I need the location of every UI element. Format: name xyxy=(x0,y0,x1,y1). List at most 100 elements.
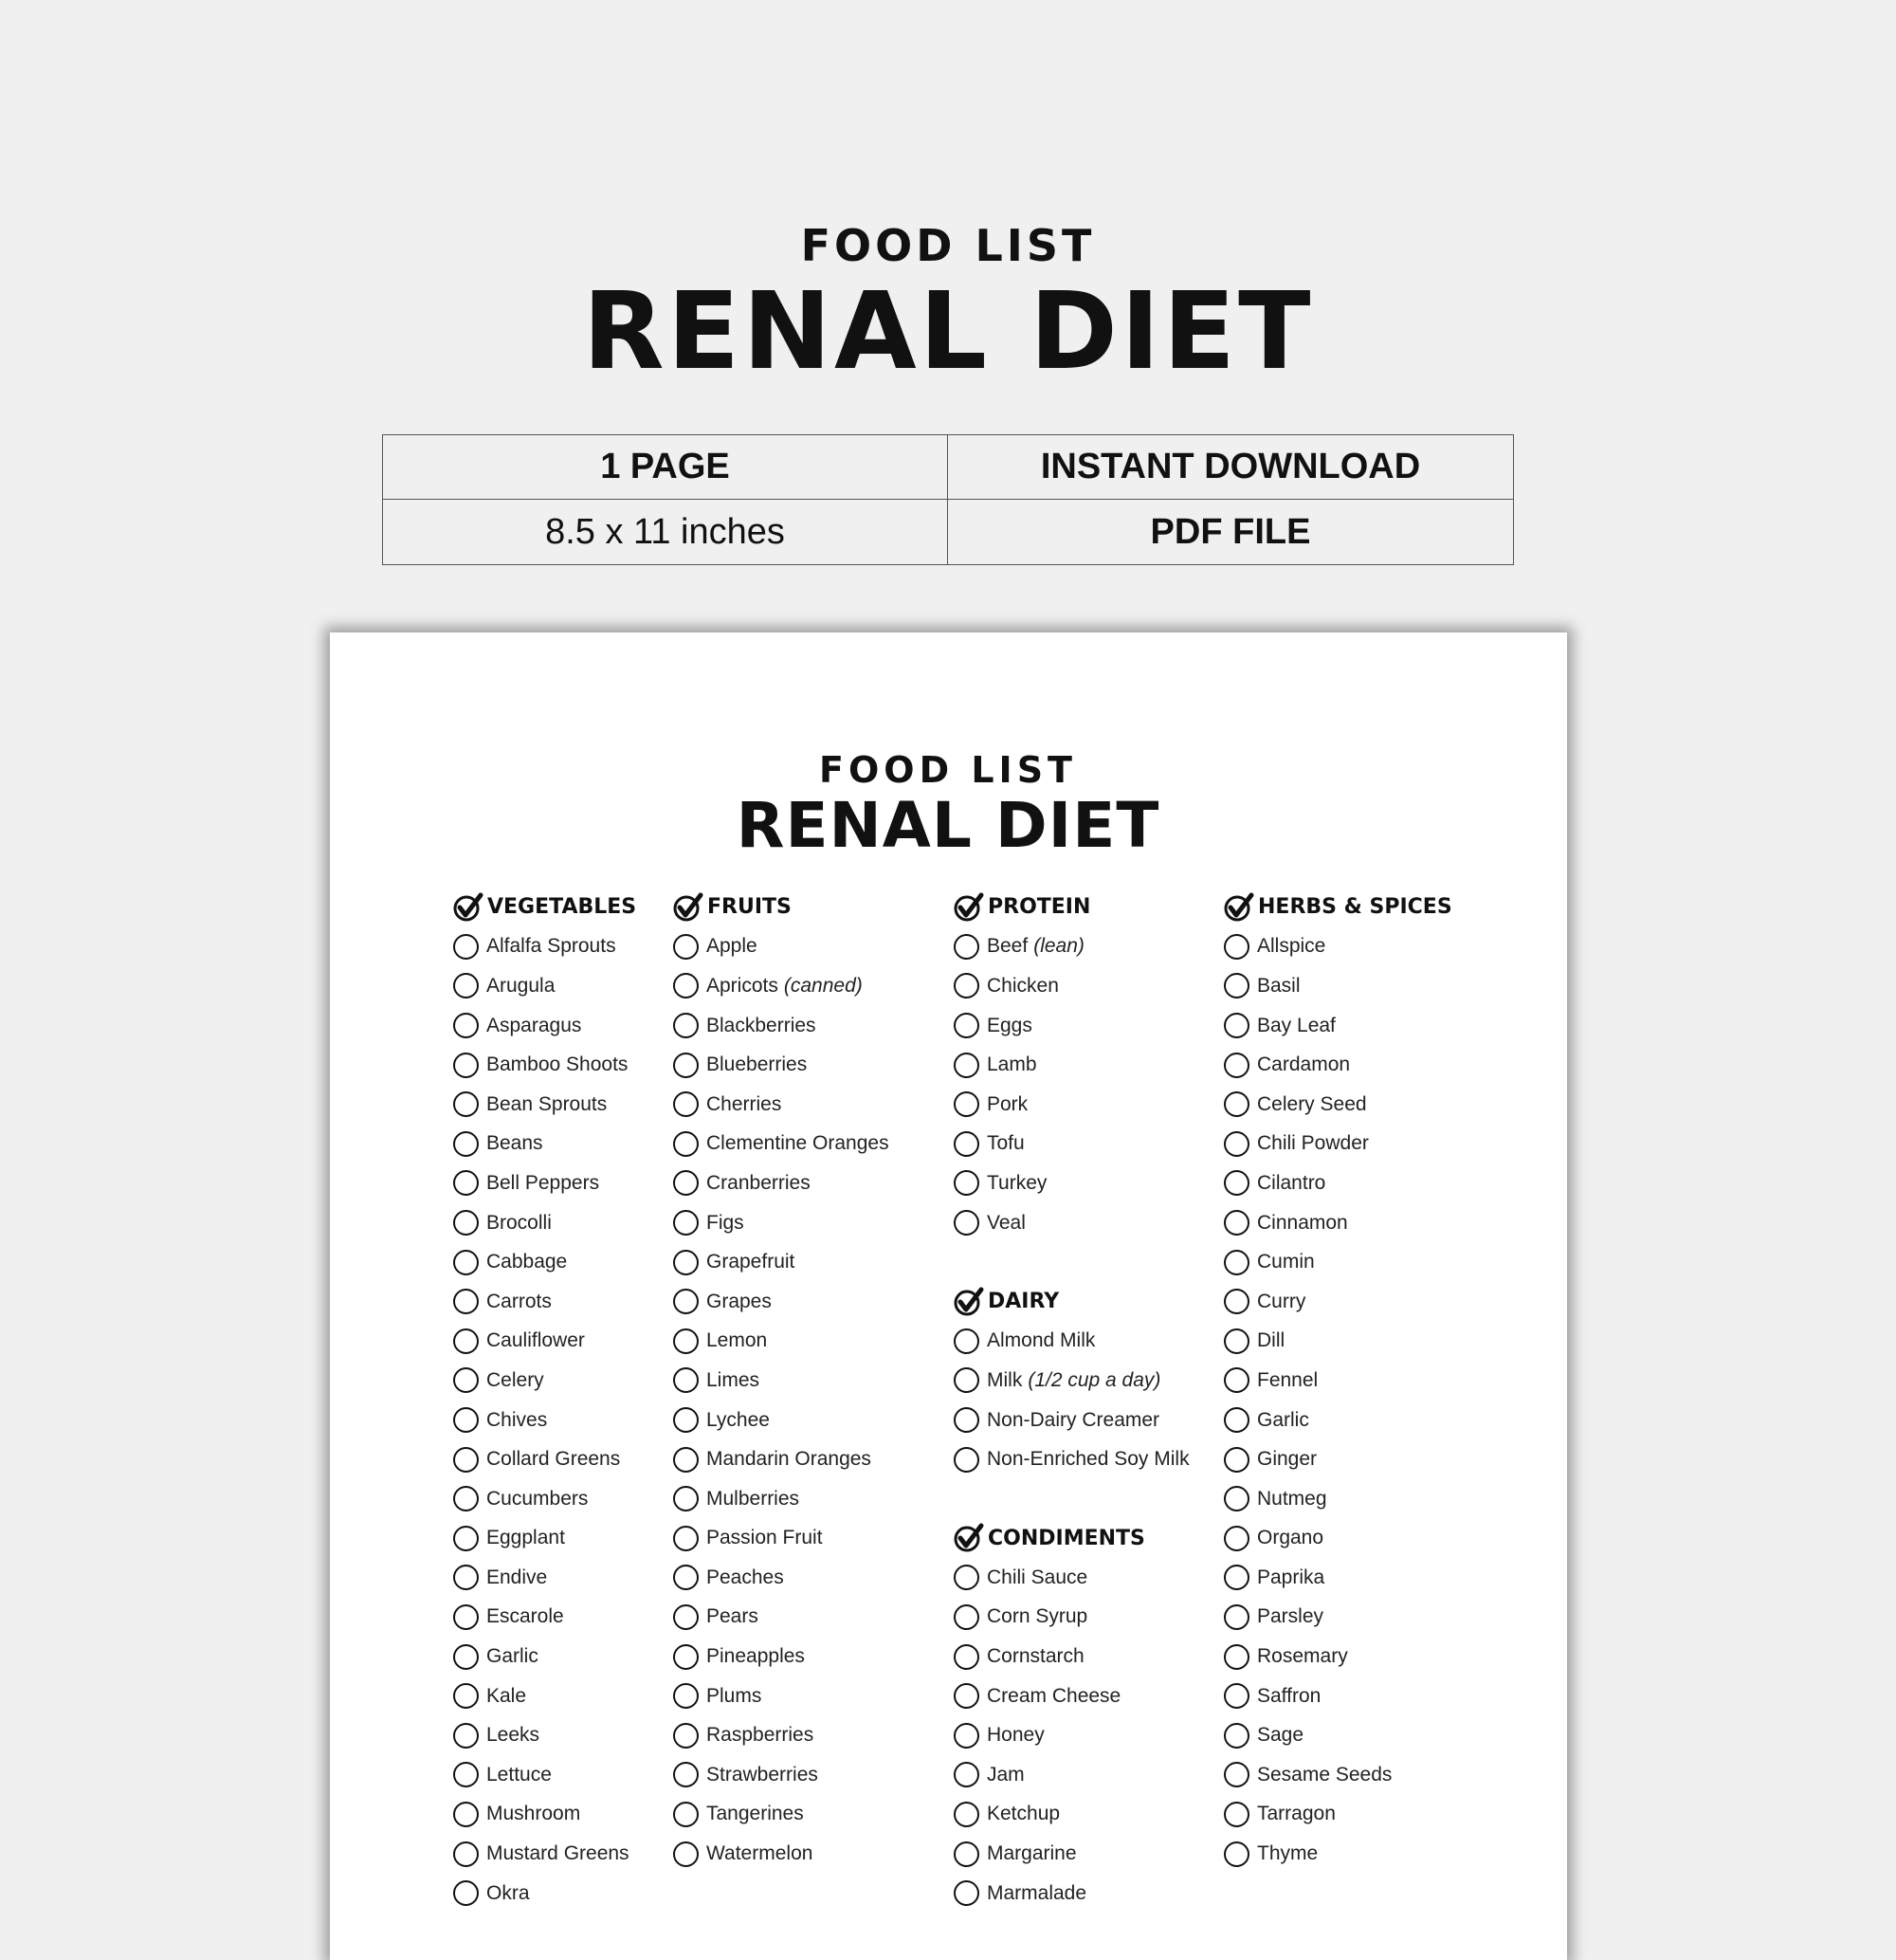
list-item[interactable]: Cardamon xyxy=(1224,1045,1452,1085)
checkbox-circle[interactable] xyxy=(954,1367,979,1394)
checkbox-circle[interactable] xyxy=(453,1801,479,1827)
checkbox-circle[interactable] xyxy=(453,1091,479,1118)
checkbox-circle[interactable] xyxy=(453,973,479,999)
list-item[interactable]: Paprika xyxy=(1224,1558,1452,1598)
list-item[interactable]: Chili Powder xyxy=(1224,1125,1452,1164)
checkbox-circle[interactable] xyxy=(954,1565,979,1591)
list-item[interactable]: Chives xyxy=(453,1401,636,1440)
checkbox-circle[interactable] xyxy=(954,1013,979,1039)
list-item[interactable]: Grapefruit xyxy=(673,1242,889,1282)
list-item[interactable]: Beans xyxy=(453,1125,636,1164)
checkbox-circle[interactable] xyxy=(453,1170,479,1197)
list-item[interactable]: Milk (1/2 cup a day) xyxy=(954,1361,1190,1401)
list-item[interactable]: Strawberries xyxy=(673,1755,889,1795)
checkbox-circle[interactable] xyxy=(1224,1013,1249,1039)
list-item[interactable]: Organo xyxy=(1224,1519,1452,1559)
list-item[interactable]: Beef (lean) xyxy=(954,927,1190,967)
list-item[interactable]: Jam xyxy=(954,1755,1190,1795)
list-item[interactable]: Tarragon xyxy=(1224,1795,1452,1835)
checkbox-circle[interactable] xyxy=(1224,1130,1249,1157)
checkbox-circle[interactable] xyxy=(673,1328,699,1354)
list-item[interactable]: Ketchup xyxy=(954,1795,1190,1835)
checkbox-circle[interactable] xyxy=(673,1091,699,1118)
checkbox-circle[interactable] xyxy=(954,1130,979,1157)
list-item[interactable]: Cornstarch xyxy=(954,1637,1190,1676)
checkbox-circle[interactable] xyxy=(673,1170,699,1197)
list-item[interactable]: Apricots (canned) xyxy=(673,966,889,1006)
checkbox-circle[interactable] xyxy=(954,933,979,960)
list-item[interactable]: Almond Milk xyxy=(954,1322,1190,1362)
checkbox-circle[interactable] xyxy=(453,1525,479,1551)
list-item[interactable]: Sesame Seeds xyxy=(1224,1755,1452,1795)
list-item[interactable]: Turkey xyxy=(954,1163,1190,1203)
list-item[interactable]: Allspice xyxy=(1224,927,1452,967)
list-item[interactable]: Watermelon xyxy=(673,1834,889,1874)
checkbox-circle[interactable] xyxy=(453,1407,479,1434)
list-item[interactable]: Non-Enriched Soy Milk xyxy=(954,1439,1190,1479)
list-item[interactable]: Pears xyxy=(673,1598,889,1638)
checkbox-circle[interactable] xyxy=(453,933,479,960)
checkbox-circle[interactable] xyxy=(954,1170,979,1197)
list-item[interactable]: Brocolli xyxy=(453,1203,636,1243)
list-item[interactable]: Celery xyxy=(453,1361,636,1401)
list-item[interactable]: Tofu xyxy=(954,1125,1190,1164)
checkbox-circle[interactable] xyxy=(1224,1486,1249,1512)
list-item[interactable]: Lychee xyxy=(673,1401,889,1440)
list-item[interactable]: Grapes xyxy=(673,1282,889,1322)
checkbox-circle[interactable] xyxy=(1224,1210,1249,1236)
list-item[interactable]: Nutmeg xyxy=(1224,1479,1452,1519)
list-item[interactable]: Pork xyxy=(954,1085,1190,1125)
checkbox-circle[interactable] xyxy=(1224,1328,1249,1354)
checkbox-circle[interactable] xyxy=(954,1722,979,1749)
list-item[interactable]: Bamboo Shoots xyxy=(453,1045,636,1085)
checkbox-circle[interactable] xyxy=(954,1091,979,1118)
checkbox-circle[interactable] xyxy=(453,1249,479,1275)
checkbox-circle[interactable] xyxy=(673,1525,699,1551)
list-item[interactable]: Carrots xyxy=(453,1282,636,1322)
checkbox-circle[interactable] xyxy=(954,1683,979,1710)
checkbox-circle[interactable] xyxy=(453,1210,479,1236)
checkbox-circle[interactable] xyxy=(954,1407,979,1434)
checkbox-circle[interactable] xyxy=(453,1880,479,1907)
checkbox-circle[interactable] xyxy=(954,1328,979,1354)
list-item[interactable]: Passion Fruit xyxy=(673,1519,889,1559)
list-item[interactable]: Cranberries xyxy=(673,1163,889,1203)
checkbox-circle[interactable] xyxy=(673,1446,699,1473)
list-item[interactable]: Curry xyxy=(1224,1282,1452,1322)
list-item[interactable]: Limes xyxy=(673,1361,889,1401)
checkbox-circle[interactable] xyxy=(453,1603,479,1630)
list-item[interactable]: Eggs xyxy=(954,1006,1190,1046)
list-item[interactable]: Cream Cheese xyxy=(954,1676,1190,1716)
list-item[interactable]: Dill xyxy=(1224,1322,1452,1362)
checkbox-circle[interactable] xyxy=(1224,1289,1249,1315)
checkbox-circle[interactable] xyxy=(673,1407,699,1434)
list-item[interactable]: Garlic xyxy=(453,1637,636,1676)
list-item[interactable]: Mulberries xyxy=(673,1479,889,1519)
list-item[interactable]: Bell Peppers xyxy=(453,1163,636,1203)
checkbox-circle[interactable] xyxy=(1224,1407,1249,1434)
checkbox-circle[interactable] xyxy=(954,1603,979,1630)
checkbox-circle[interactable] xyxy=(1224,1603,1249,1630)
checkbox-circle[interactable] xyxy=(673,1722,699,1749)
checkbox-circle[interactable] xyxy=(1224,1565,1249,1591)
checkbox-circle[interactable] xyxy=(453,1565,479,1591)
checkbox-circle[interactable] xyxy=(954,1841,979,1867)
list-item[interactable]: Chili Sauce xyxy=(954,1558,1190,1598)
list-item[interactable]: Honey xyxy=(954,1715,1190,1755)
list-item[interactable]: Apple xyxy=(673,927,889,967)
list-item[interactable]: Bay Leaf xyxy=(1224,1006,1452,1046)
list-item[interactable]: Blackberries xyxy=(673,1006,889,1046)
list-item[interactable]: Cherries xyxy=(673,1085,889,1125)
checkbox-circle[interactable] xyxy=(453,1486,479,1512)
checkbox-circle[interactable] xyxy=(673,1130,699,1157)
list-item[interactable]: Arugula xyxy=(453,966,636,1006)
list-item[interactable]: Mushroom xyxy=(453,1795,636,1835)
list-item[interactable]: Okra xyxy=(453,1874,636,1914)
checkbox-circle[interactable] xyxy=(673,973,699,999)
checkbox-circle[interactable] xyxy=(1224,1367,1249,1394)
list-item[interactable]: Clementine Oranges xyxy=(673,1125,889,1164)
checkbox-circle[interactable] xyxy=(673,1603,699,1630)
checkbox-circle[interactable] xyxy=(453,1841,479,1867)
checkbox-circle[interactable] xyxy=(453,1052,479,1078)
list-item[interactable]: Leeks xyxy=(453,1715,636,1755)
